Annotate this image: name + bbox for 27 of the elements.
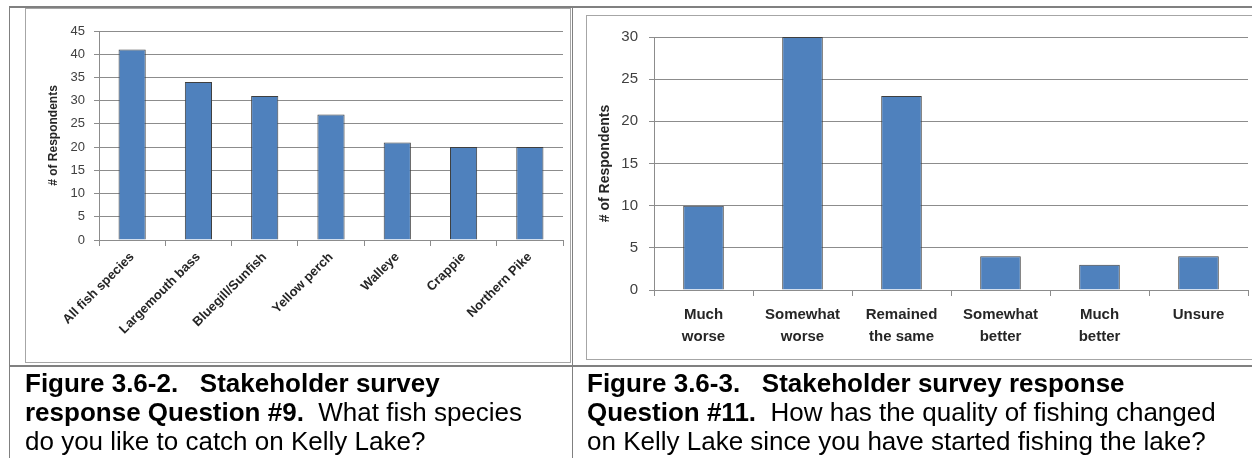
text: Figure 3.6-3. Stakeholder survey response Question #11. How has the quality of fishing changed on Kelly Lake since you have started fishing the lake?: [587, 368, 1216, 456]
x-tick-label: Somewhat worse: [764, 305, 841, 344]
y-tick-label: 40: [70, 45, 85, 61]
x-tick-label: Much better: [1078, 305, 1121, 344]
y-tick-label: 45: [70, 22, 85, 38]
y-tick-label: 15: [70, 161, 85, 177]
y-tick-label: 30: [70, 92, 85, 108]
y-tick-label: 20: [70, 138, 85, 154]
y-tick-label: 35: [70, 69, 85, 85]
y-tick-label: 0: [629, 280, 638, 298]
text: Figure 3.6-2. Stakeholder survey response Question #9. What fish species do you like to catch on Kelly Lake?: [25, 368, 523, 456]
y-tick-label: 25: [70, 115, 85, 131]
x-tick-label: Much worse: [680, 305, 726, 344]
y-tick-label: 20: [621, 111, 638, 129]
y-axis-title: # of Respondents: [596, 104, 613, 223]
y-tick-label: 15: [621, 153, 638, 171]
x-tick-label: Unsure: [1172, 305, 1225, 323]
y-tick-label: 5: [629, 237, 638, 255]
y-tick-label: 10: [70, 185, 85, 201]
x-tick-label: Remained the same: [865, 305, 938, 344]
y-tick-label: 0: [77, 231, 85, 247]
y-tick-label: 10: [621, 195, 638, 213]
y-axis-title: # of Respondents: [45, 84, 60, 186]
x-tick-label: Somewhat better: [962, 305, 1039, 344]
y-tick-label: 5: [77, 208, 85, 224]
y-tick-label: 30: [621, 27, 638, 45]
y-tick-label: 25: [621, 69, 638, 87]
